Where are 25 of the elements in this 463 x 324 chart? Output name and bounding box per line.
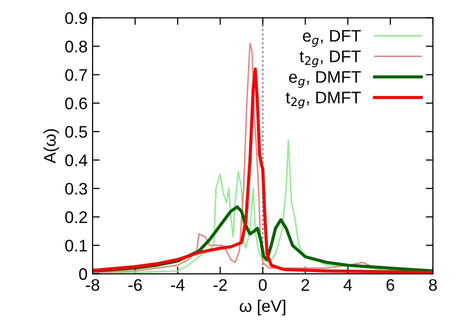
legend-label: t$_{2g}$, DMFT [286,92,361,108]
x-tick-label: 2 [301,279,310,291]
y-tick-label: 0.5 [65,126,88,138]
x-tick-label: 6 [386,279,394,291]
legend-label: e$_{g}$, DMFT [289,71,361,88]
y-tick-label: 0 [79,268,88,280]
y-tick-label: 0.3 [65,182,88,195]
x-tick-label: -4 [171,279,185,291]
y-tick-label: 0.6 [65,98,88,110]
x-tick-label: 8 [428,279,437,291]
y-tick-label: 0.9 [65,12,87,24]
legend-label: t$_{2g}$, DFT [300,50,361,68]
x-tick-label: 4 [344,279,352,291]
x-tick-label: -6 [128,279,142,291]
x-tick-label: -8 [86,279,100,291]
y-tick-label: 0.2 [65,211,87,224]
y-tick-label: 0.8 [65,40,88,52]
y-tick-label: 0.1 [65,240,87,252]
y-tick-label: 0.4 [65,154,88,166]
x-axis-title: ω [eV] [240,300,286,316]
x-tick-label: -2 [214,279,227,291]
x-tick-label: 0 [258,279,267,291]
y-axis-title: A(ω) [43,129,60,164]
y-tick-label: 0.7 [65,69,87,81]
legend-label: e$_{g}$, DFT [302,30,361,47]
